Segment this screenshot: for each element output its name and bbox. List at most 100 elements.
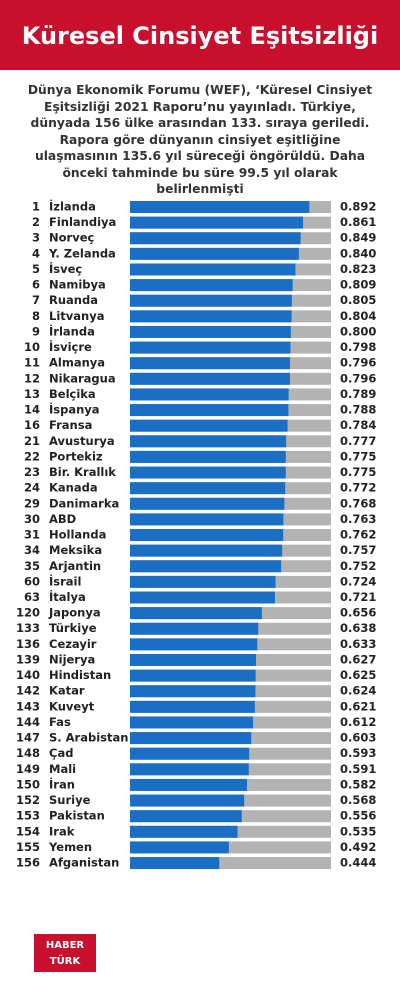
bar: [130, 310, 292, 323]
bar: [130, 700, 255, 713]
value-label: 0.752: [340, 559, 376, 573]
bar: [130, 653, 257, 666]
category-label: Avusturya: [49, 434, 115, 448]
category-label: Hindistan: [49, 668, 111, 682]
category-label: Afganistan: [49, 856, 119, 870]
bar: [130, 825, 238, 838]
category-label: Cezayir: [49, 637, 97, 651]
rank-label: 29: [24, 496, 40, 510]
category-label: Mali: [49, 762, 76, 776]
rank-label: 156: [16, 856, 40, 870]
value-label: 0.788: [340, 403, 376, 417]
value-label: 0.775: [340, 449, 376, 463]
value-label: 0.784: [340, 418, 376, 432]
value-label: 0.621: [340, 699, 376, 713]
category-label: Belçika: [49, 387, 96, 401]
category-label: İtalya: [49, 589, 86, 604]
value-label: 0.627: [340, 652, 376, 666]
rank-label: 154: [16, 824, 40, 838]
bar: [130, 529, 284, 542]
category-label: Portekiz: [49, 449, 103, 463]
rank-label: 4: [32, 246, 40, 260]
rank-label: 147: [16, 731, 40, 745]
bar: [130, 575, 276, 588]
value-label: 0.775: [340, 465, 376, 479]
bar: [130, 404, 289, 417]
value-label: 0.591: [340, 762, 376, 776]
value-label: 0.861: [340, 215, 376, 229]
rank-label: 5: [32, 262, 40, 276]
category-label: İran: [49, 776, 75, 791]
value-label: 0.772: [340, 481, 376, 495]
bar: [130, 669, 256, 682]
bar: [130, 388, 289, 401]
category-label: Hollanda: [49, 528, 106, 542]
category-label: Nikaragua: [49, 371, 116, 385]
bar: [130, 450, 286, 463]
rank-label: 63: [24, 590, 40, 604]
value-label: 0.444: [340, 856, 376, 870]
rank-label: 150: [16, 777, 40, 791]
rank-label: 35: [24, 559, 40, 573]
category-label: İrlanda: [49, 323, 95, 338]
value-label: 0.724: [340, 574, 376, 588]
bar: [130, 622, 259, 635]
value-label: 0.603: [340, 731, 376, 745]
category-label: Danimarka: [49, 496, 119, 510]
category-label: Fransa: [49, 418, 92, 432]
value-label: 0.568: [340, 793, 376, 807]
value-label: 0.638: [340, 621, 376, 635]
rank-label: 153: [16, 809, 40, 823]
category-label: Y. Zelanda: [48, 246, 116, 260]
value-label: 0.625: [340, 668, 376, 682]
bar: [130, 435, 287, 448]
category-label: Irak: [49, 824, 75, 838]
rank-label: 120: [16, 606, 40, 620]
value-label: 0.800: [340, 324, 376, 338]
bar: [130, 841, 229, 854]
category-label: Almanya: [49, 356, 105, 370]
rank-label: 152: [16, 793, 40, 807]
value-label: 0.633: [340, 637, 376, 651]
bar: [130, 357, 290, 370]
category-label: Türkiye: [49, 621, 97, 635]
rank-label: 139: [16, 652, 40, 666]
bar: [130, 685, 256, 698]
category-label: İzlanda: [49, 199, 96, 214]
value-label: 0.556: [340, 809, 376, 823]
category-label: Norveç: [49, 231, 94, 245]
rank-label: 60: [24, 574, 40, 588]
rank-label: 31: [24, 528, 40, 542]
value-label: 0.593: [340, 746, 376, 760]
value-label: 0.721: [340, 590, 376, 604]
rank-label: 133: [16, 621, 40, 635]
category-label: İsveç: [49, 261, 82, 276]
rank-label: 10: [24, 340, 40, 354]
bar: [130, 341, 291, 354]
bar: [130, 732, 252, 745]
bar: [130, 372, 290, 385]
rank-label: 34: [24, 543, 40, 557]
value-label: 0.840: [340, 246, 376, 260]
value-label: 0.582: [340, 777, 376, 791]
value-label: 0.804: [340, 309, 376, 323]
rank-label: 142: [16, 684, 40, 698]
subtitle: Dünya Ekonomik Forumu (WEF), ‘Küresel Ci…: [27, 83, 373, 196]
bar: [130, 232, 301, 245]
rank-label: 1: [32, 200, 40, 214]
category-label: İsviçre: [49, 339, 92, 354]
rank-label: 14: [24, 403, 40, 417]
bar: [130, 747, 250, 760]
value-label: 0.763: [340, 512, 376, 526]
rank-label: 23: [24, 465, 40, 479]
rank-label: 21: [24, 434, 40, 448]
category-label: Japonya: [48, 606, 101, 620]
bar: [130, 279, 293, 292]
value-label: 0.789: [340, 387, 376, 401]
rank-label: 9: [32, 324, 40, 338]
bar: [130, 419, 288, 432]
rank-label: 149: [16, 762, 40, 776]
category-label: Meksika: [49, 543, 102, 557]
